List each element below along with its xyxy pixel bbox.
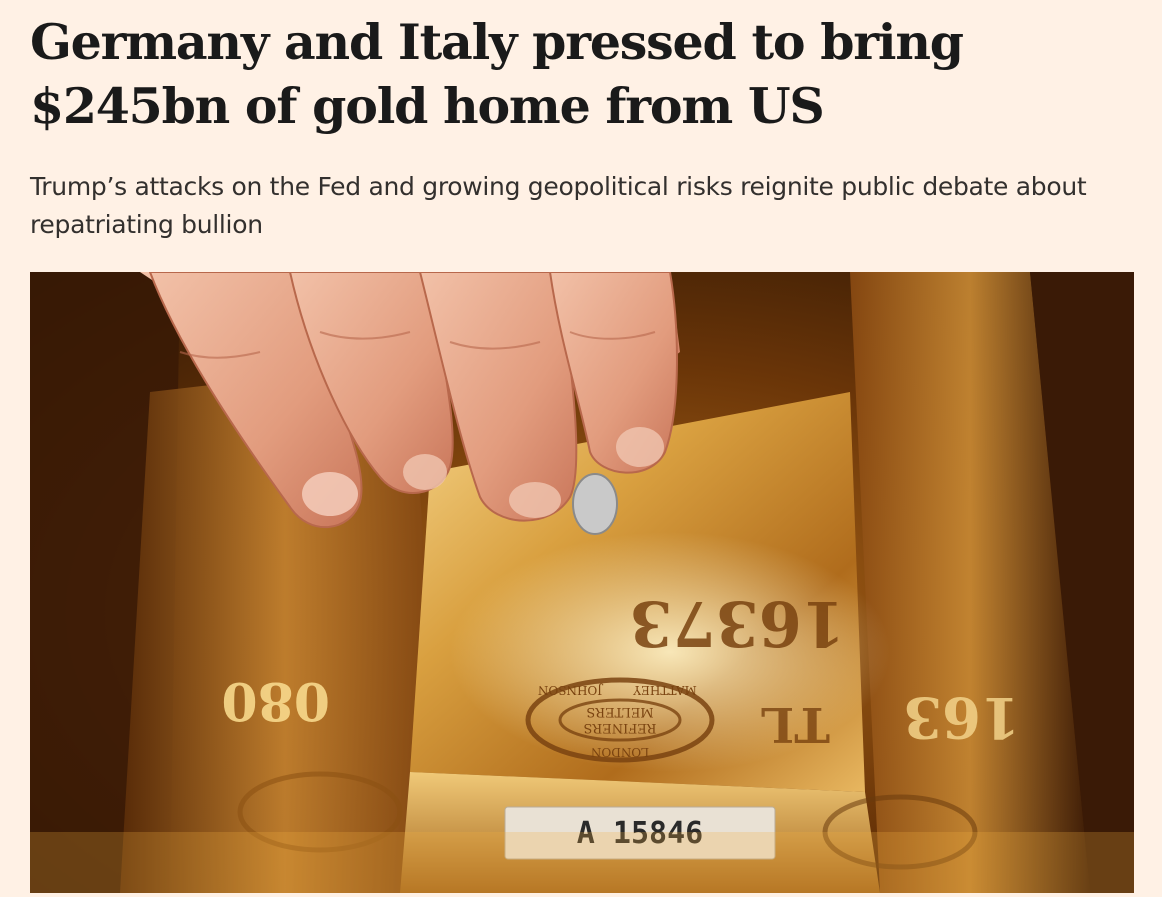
article-standfirst: Trump’s attacks on the Fed and growing g… xyxy=(30,172,1087,239)
stamp-line-melters: MELTERS xyxy=(586,704,653,719)
stamp-line-london: LONDON xyxy=(591,745,649,759)
coin xyxy=(572,473,618,535)
stamp-line-matthey: MATTHEY xyxy=(632,683,697,697)
gold-bars-photo: 16373 080 163 TL REFINERS MELTERS LONDON… xyxy=(30,272,1134,893)
refiner-stamp: REFINERS MELTERS LONDON MATTHEY JOHNSON xyxy=(525,677,715,763)
stamp-line-johnson: JOHNSON xyxy=(538,683,604,697)
center-bar-number: 16373 xyxy=(629,587,845,660)
hero-image: 16373 080 163 TL REFINERS MELTERS LONDON… xyxy=(30,272,1134,893)
left-bar-number: 080 xyxy=(221,670,330,731)
hand xyxy=(140,272,680,529)
stamp-line-refiners: REFINERS xyxy=(584,720,657,735)
bar-label-sticker: A 15846 xyxy=(504,806,776,860)
bar-label-text: A 15846 xyxy=(577,816,703,851)
right-bar-number: 163 xyxy=(903,684,1020,750)
center-bar-letters: TL xyxy=(761,696,830,752)
article-headline: Germany and Italy pressed to bring $245b… xyxy=(30,13,964,135)
